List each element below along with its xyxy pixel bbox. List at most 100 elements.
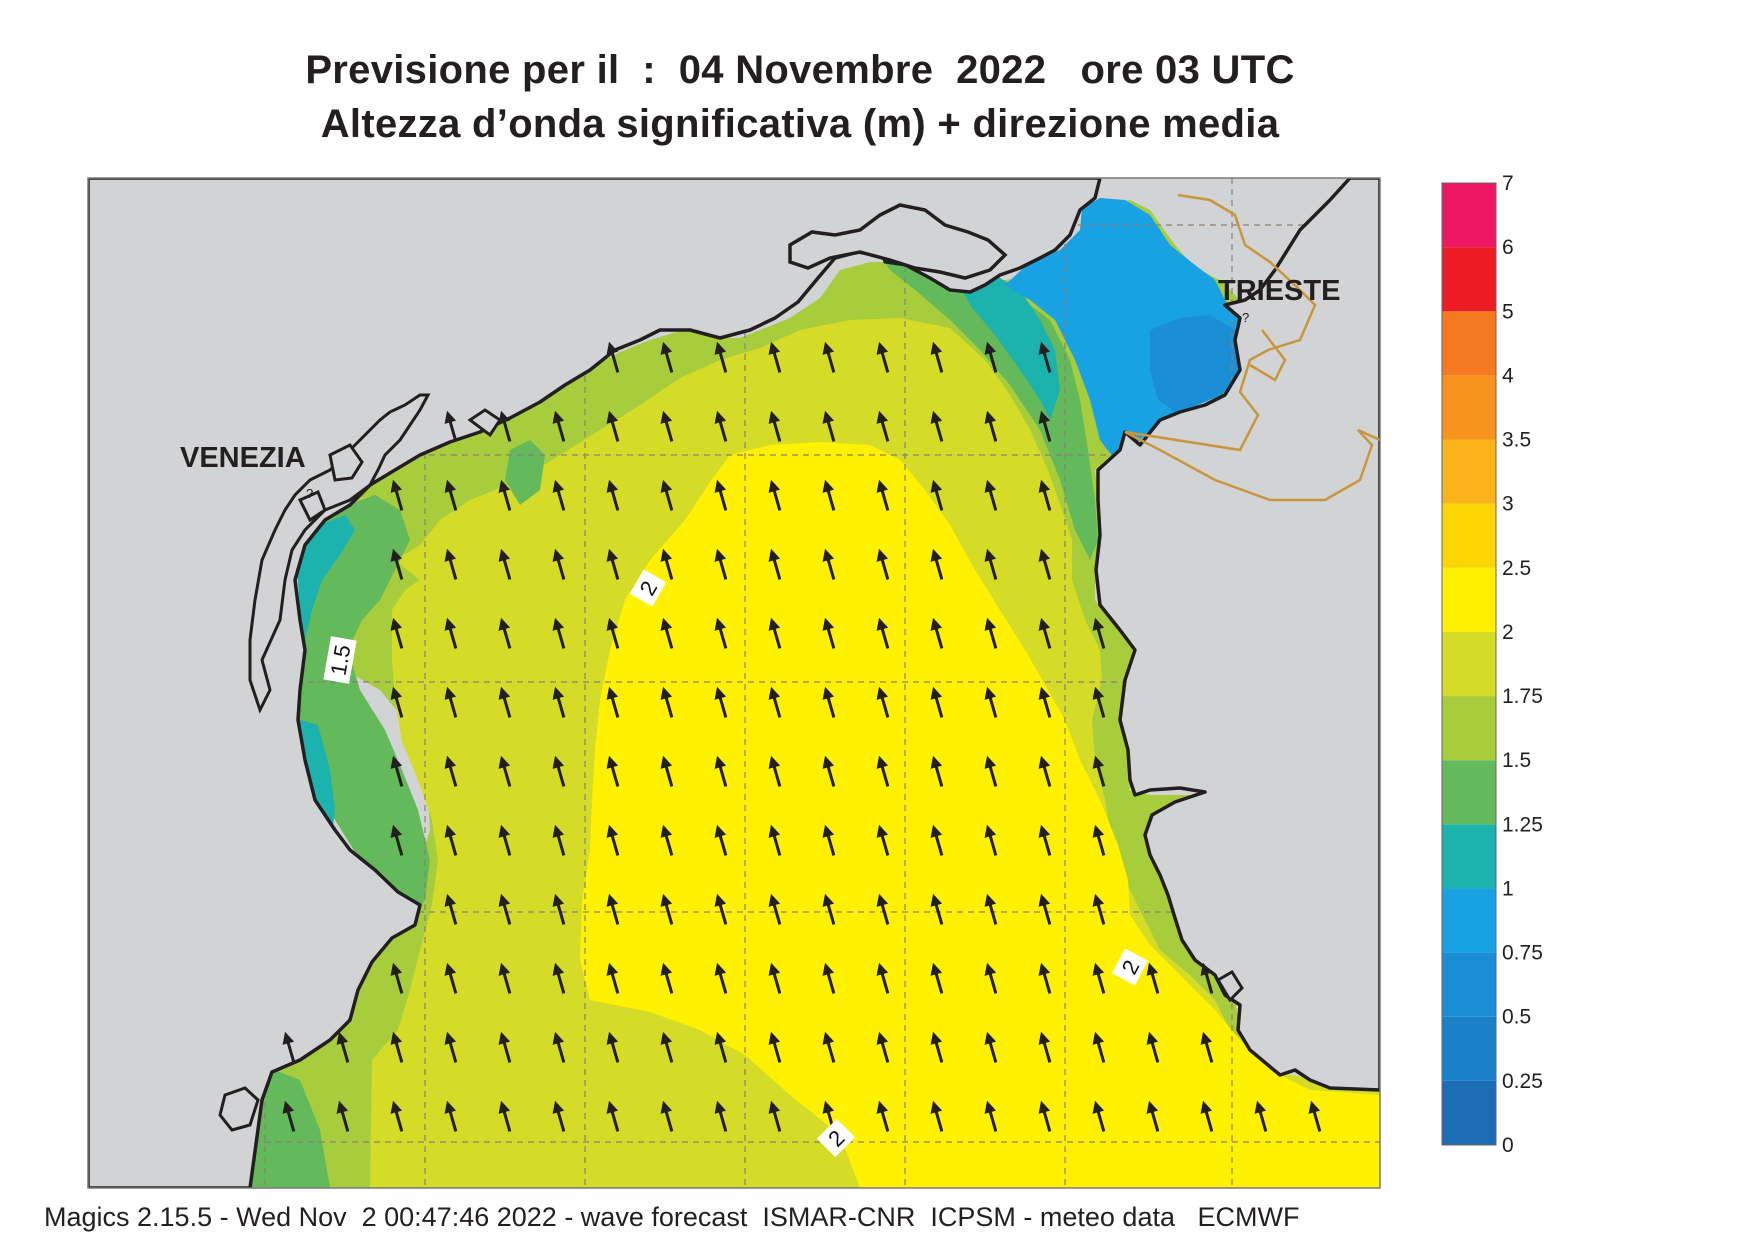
wave-arrow xyxy=(768,686,782,718)
contour-label: 2 xyxy=(1111,948,1149,986)
wave-arrow xyxy=(498,824,512,856)
colorbar-class xyxy=(1442,503,1496,568)
wave-arrow xyxy=(930,686,944,718)
colorbar-label: 7 xyxy=(1502,172,1514,195)
wave-arrow xyxy=(552,962,566,994)
wave-arrow xyxy=(714,548,728,580)
wave-arrow xyxy=(1038,1031,1052,1063)
wave-arrow xyxy=(606,1100,620,1132)
wave-arrow xyxy=(498,962,512,994)
wave-arrow xyxy=(498,686,512,718)
wave-arrow xyxy=(714,962,728,994)
wave-arrow xyxy=(822,962,836,994)
colorbar-class xyxy=(1442,696,1496,761)
wave-arrow xyxy=(498,617,512,649)
contour-label: 2 xyxy=(629,569,667,607)
wave-arrow xyxy=(876,755,890,787)
wave-arrow xyxy=(336,1100,350,1132)
colorbar-label: 1.5 xyxy=(1502,749,1531,772)
colorbar-class xyxy=(1442,183,1496,248)
colorbar-class xyxy=(1442,888,1496,953)
wave-arrow xyxy=(390,1100,404,1132)
wave-arrow xyxy=(930,755,944,787)
wave-arrow xyxy=(1092,962,1106,994)
wave-arrow xyxy=(930,341,944,373)
wave-arrow xyxy=(984,341,998,373)
wave-arrow xyxy=(498,893,512,925)
colorbar-class xyxy=(1442,952,1496,1017)
colorbar-label: 0.25 xyxy=(1502,1070,1543,1093)
wave-arrow xyxy=(1092,1031,1106,1063)
wave-arrow xyxy=(444,893,458,925)
wave-band-05-075 xyxy=(1150,315,1240,412)
colorbar-label: 1.25 xyxy=(1502,813,1543,836)
wave-arrow xyxy=(1200,1031,1214,1063)
wave-arrow xyxy=(390,755,404,787)
wave-arrow xyxy=(390,824,404,856)
wave-band-1-125-east xyxy=(950,268,1060,420)
colorbar-label: 1.75 xyxy=(1502,685,1543,708)
north-coast-land xyxy=(88,178,1102,1188)
wave-arrow xyxy=(498,1031,512,1063)
wave-arrow xyxy=(1038,686,1052,718)
wave-arrow xyxy=(822,479,836,511)
wave-arrow xyxy=(768,1031,782,1063)
colorbar-label: 3.5 xyxy=(1502,429,1531,452)
wave-arrow xyxy=(822,1031,836,1063)
contour-label: 2 xyxy=(816,1118,856,1158)
wave-arrow xyxy=(444,686,458,718)
wave-arrow xyxy=(984,893,998,925)
lagoon-island xyxy=(297,489,327,523)
wave-arrow xyxy=(930,410,944,442)
wave-arrow xyxy=(1092,617,1106,649)
wave-arrow xyxy=(822,548,836,580)
wave-arrow xyxy=(606,686,620,718)
wave-arrow xyxy=(660,962,674,994)
wave-arrow xyxy=(1092,893,1106,925)
wave-arrow xyxy=(768,824,782,856)
wave-arrow xyxy=(768,617,782,649)
wave-arrow xyxy=(714,1100,728,1132)
map-subtitle: Altezza d’onda significativa (m) + direz… xyxy=(320,102,1280,146)
wave-arrow xyxy=(498,410,512,442)
wave-band-1-125-venice xyxy=(295,515,355,640)
wave-arrow xyxy=(552,548,566,580)
wave-arrow xyxy=(984,962,998,994)
wave-arrow xyxy=(1038,617,1052,649)
wave-arrow xyxy=(714,893,728,925)
wave-arrow xyxy=(552,479,566,511)
wave-arrow xyxy=(444,1031,458,1063)
wave-arrow xyxy=(1092,686,1106,718)
trieste-label: TRIESTE xyxy=(1218,275,1340,307)
wave-arrow xyxy=(984,617,998,649)
wave-arrow xyxy=(498,755,512,787)
colorbar-class xyxy=(1442,439,1496,504)
map-title: Previsione per il : 04 Novembre 2022 ore… xyxy=(305,48,1295,92)
wave-arrow xyxy=(1038,410,1052,442)
wave-arrow xyxy=(552,755,566,787)
wave-arrow xyxy=(498,1100,512,1132)
venezia-marker: ? xyxy=(306,486,313,501)
wave-band-125-15-south xyxy=(250,1070,330,1188)
lagoon-island xyxy=(328,443,364,482)
colorbar-class xyxy=(1442,567,1496,632)
colorbar-class xyxy=(1442,824,1496,889)
wave-arrow xyxy=(822,617,836,649)
colorbar-legend: 0 0.25 0.5 0.75 1 1.25 1.5 1.75 2 2.5 3 3.5 4 5 6 7 xyxy=(1441,172,1543,1157)
wave-arrow xyxy=(444,548,458,580)
wave-arrow xyxy=(660,893,674,925)
wave-arrow xyxy=(660,686,674,718)
wave-arrow xyxy=(1038,893,1052,925)
wave-arrow xyxy=(876,410,890,442)
wave-arrow xyxy=(876,893,890,925)
wave-arrow xyxy=(606,410,620,442)
colorbar-label: 2.5 xyxy=(1502,557,1531,580)
wave-arrow xyxy=(822,755,836,787)
wave-arrow xyxy=(1038,548,1052,580)
wave-arrow xyxy=(930,824,944,856)
colorbar-label: 1 xyxy=(1502,877,1514,900)
wave-arrow xyxy=(1092,824,1106,856)
wave-arrow xyxy=(876,479,890,511)
colorbar-label: 0.5 xyxy=(1502,1006,1531,1029)
